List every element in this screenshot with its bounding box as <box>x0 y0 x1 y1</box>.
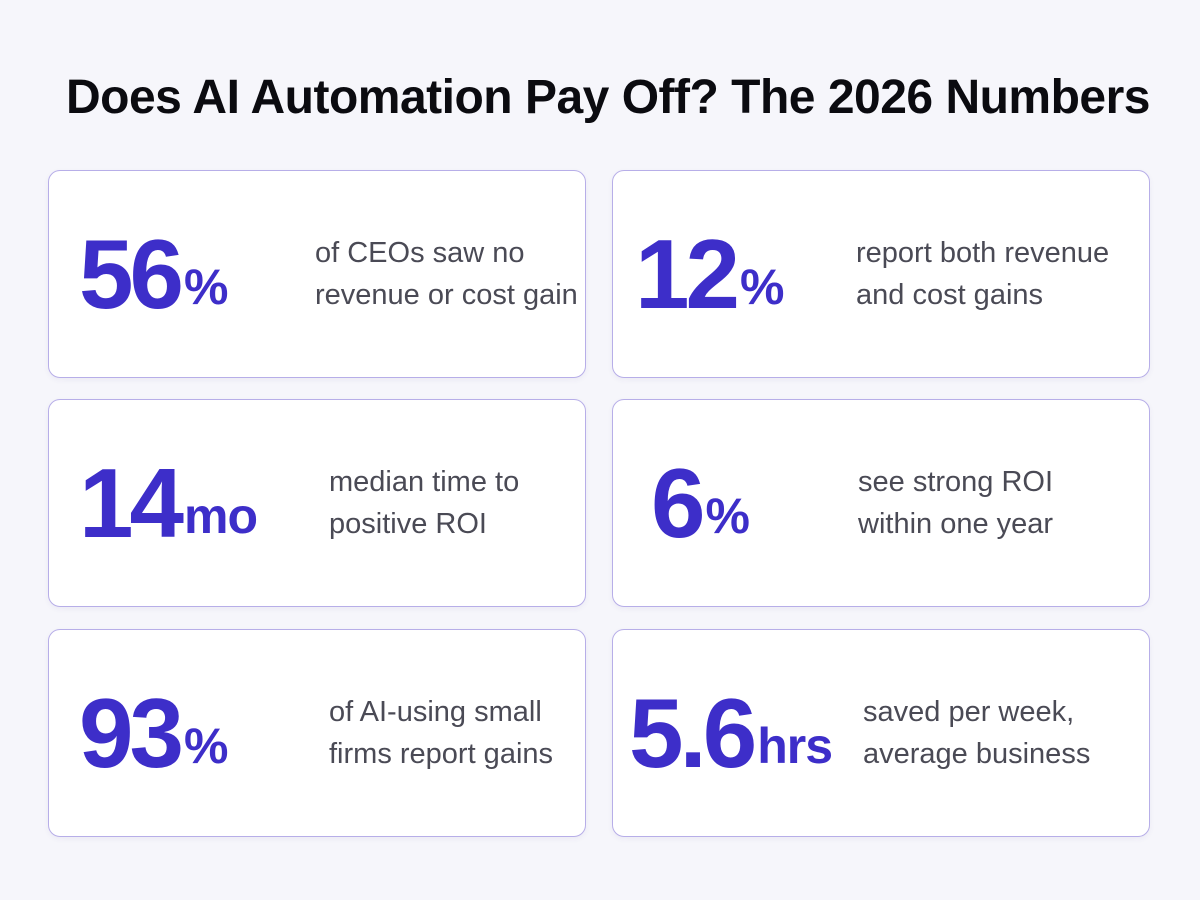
stat-value: 56 % <box>79 171 228 377</box>
stat-card-both-gains: 12 % report both revenue and cost gains <box>612 170 1150 378</box>
stat-card-ceos-no-gain: 56 % of CEOs saw no revenue or cost gain <box>48 170 586 378</box>
stat-value: 6 % <box>651 400 750 606</box>
stat-unit: % <box>740 259 784 315</box>
stat-value: 12 % <box>635 171 784 377</box>
stat-number: 14 <box>79 448 184 558</box>
stat-description-line: average business <box>863 738 1091 770</box>
stat-description: saved per week, average business <box>863 630 1090 836</box>
stat-description-line: firms report gains <box>329 738 554 770</box>
stat-description: report both revenue and cost gains <box>856 171 1109 377</box>
stat-number: 6 <box>651 448 705 558</box>
stat-card-time-to-roi: 14 mo median time to positive ROI <box>48 399 586 607</box>
stat-number: 56 <box>79 219 184 329</box>
stat-description-line: within one year <box>858 508 1054 540</box>
stat-description: of AI-using small firms report gains <box>329 630 553 836</box>
stat-card-strong-roi: 6 % see strong ROI within one year <box>612 399 1150 607</box>
stat-description: of CEOs saw no revenue or cost gain <box>315 171 578 377</box>
stat-description-line: saved per week, <box>863 696 1075 728</box>
stat-description-line: report both revenue <box>856 237 1110 269</box>
stat-card-hours-saved: 5.6 hrs saved per week, average business <box>612 629 1150 837</box>
stat-description-line: see strong ROI <box>858 466 1054 498</box>
stat-value: 14 mo <box>79 400 258 606</box>
stat-number: 12 <box>635 219 740 329</box>
stat-value: 93 % <box>79 630 228 836</box>
stat-description-line: median time to <box>329 466 520 498</box>
stat-card-small-firms-gains: 93 % of AI-using small firms report gain… <box>48 629 586 837</box>
stat-unit: % <box>705 488 750 544</box>
stat-description-line: positive ROI <box>329 508 487 540</box>
stat-description-line: of CEOs saw no <box>315 237 525 269</box>
stat-number: 5.6 <box>629 678 757 788</box>
stat-description-line: revenue or cost gain <box>315 279 578 311</box>
stat-description: see strong ROI within one year <box>858 400 1053 606</box>
stat-description: median time to positive ROI <box>329 400 519 606</box>
stat-description-line: and cost gains <box>856 279 1044 311</box>
stat-description-line: of AI-using small <box>329 696 542 728</box>
stat-unit: mo <box>184 488 258 544</box>
page-title: Does AI Automation Pay Off? The 2026 Num… <box>66 71 1151 124</box>
stat-unit: % <box>184 718 228 774</box>
stat-unit: hrs <box>757 718 833 774</box>
stat-value: 5.6 hrs <box>629 630 833 836</box>
stat-unit: % <box>184 259 228 315</box>
stat-number: 93 <box>79 678 184 788</box>
